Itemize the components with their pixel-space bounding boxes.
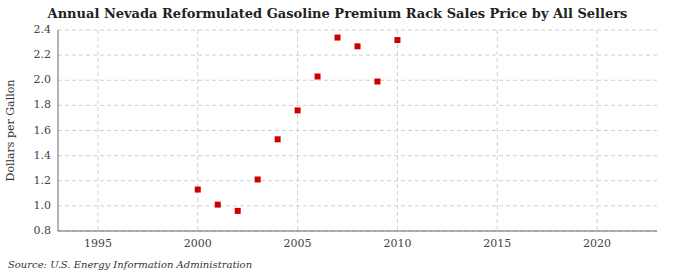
point xyxy=(215,202,221,208)
x-tick-label: 2020 xyxy=(583,237,611,250)
y-tick-label: 2.2 xyxy=(34,48,52,61)
y-tick-label: 2.4 xyxy=(34,23,52,36)
source: Source: U.S. Energy Information Administ… xyxy=(8,259,252,270)
point xyxy=(374,79,380,85)
x-grid-line xyxy=(297,30,298,231)
x-tick-label: 1995 xyxy=(84,237,112,250)
point xyxy=(394,37,400,43)
y-grid-line xyxy=(58,130,657,131)
y-grid-line xyxy=(58,231,657,232)
x-grid-line xyxy=(597,30,598,231)
x-grid-line xyxy=(97,30,98,231)
point xyxy=(235,208,241,214)
x-tick-label: 2015 xyxy=(483,237,511,250)
y-grid-line xyxy=(58,180,657,181)
x-tick-label: 2000 xyxy=(184,237,212,250)
point xyxy=(195,187,201,193)
y-tick-label: 1.2 xyxy=(34,174,52,187)
x-axis-line xyxy=(58,231,657,232)
x-grid-line xyxy=(197,30,198,231)
y-tick-label: 1.6 xyxy=(34,124,52,137)
chart-container: 0.8 1.0 1.2 1.4 1.6 1.8 2.0 2.2 2.4 1995 2000 2005 2… xyxy=(0,0,675,275)
point xyxy=(355,43,361,49)
y-grid-line xyxy=(58,80,657,81)
point xyxy=(315,73,321,79)
y-grid-line xyxy=(58,155,657,156)
y-tick-label: 0.8 xyxy=(34,224,52,237)
x-tick-label: 2005 xyxy=(284,237,312,250)
grid xyxy=(58,30,657,231)
y-tick-label: 1.8 xyxy=(34,98,52,111)
y-grid-line xyxy=(58,55,657,56)
title: Annual Nevada Reformulated Gasoline Prem… xyxy=(47,6,628,21)
point xyxy=(295,107,301,113)
y-axis-line xyxy=(58,30,59,231)
y-tick-label: 1.0 xyxy=(34,199,52,212)
axes: 0.8 1.0 1.2 1.4 1.6 1.8 2.0 2.2 2.4 1995 2000 2005 2… xyxy=(34,23,658,250)
points xyxy=(195,35,401,214)
point xyxy=(255,176,261,182)
x-grid-line xyxy=(397,30,398,231)
point xyxy=(275,136,281,142)
y-grid-line xyxy=(58,105,657,106)
chart: 0.8 1.0 1.2 1.4 1.6 1.8 2.0 2.2 2.4 1995 2000 2005 2… xyxy=(0,0,675,275)
y-tick-label: 2.0 xyxy=(34,73,52,86)
y-grid-line xyxy=(58,30,657,31)
x-tick-label: 2010 xyxy=(383,237,411,250)
y-grid-line xyxy=(58,205,657,206)
y-axis-label: Dollars per Gallon xyxy=(4,80,17,182)
point xyxy=(335,35,341,41)
x-grid-line xyxy=(497,30,498,231)
y-tick-label: 1.4 xyxy=(34,149,52,162)
